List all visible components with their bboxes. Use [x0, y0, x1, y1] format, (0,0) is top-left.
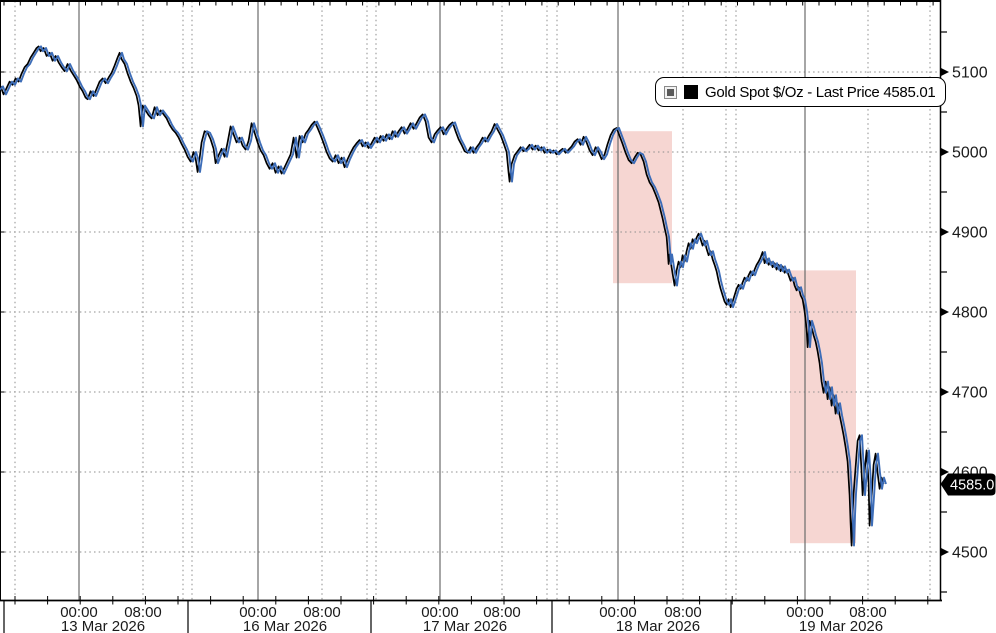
- last-price-tag: 4585.01: [940, 473, 996, 496]
- x-time-label: 00:00: [786, 604, 824, 621]
- y-tick-arrow-icon: [941, 308, 949, 316]
- x-time-label: 08:00: [124, 604, 162, 621]
- x-time-label: 00:00: [60, 604, 98, 621]
- x-date-label: 18 Mar 2026: [616, 618, 700, 633]
- x-date-label: 13 Mar 2026: [61, 618, 145, 633]
- price-line: [0, 45, 887, 547]
- y-axis-label: 5100: [952, 65, 988, 82]
- legend-label: Gold Spot $/Oz - Last Price 4585.01: [705, 83, 936, 101]
- x-time-label: 08:00: [849, 604, 887, 621]
- series-swatch-icon: [684, 85, 698, 99]
- plot-frame: [0, 0, 940, 600]
- y-axis-label: 5000: [952, 145, 988, 162]
- x-date-label: 19 Mar 2026: [799, 618, 883, 633]
- y-axis-label: 4900: [952, 225, 988, 242]
- selloff-2-band: [790, 270, 856, 544]
- y-tick-arrow-icon: [941, 548, 949, 556]
- x-time-label: 08:00: [303, 604, 341, 621]
- y-axis-label: 4800: [952, 305, 988, 322]
- y-axis-label: 4700: [952, 385, 988, 402]
- y-tick-arrow-icon: [941, 68, 949, 76]
- expand-icon[interactable]: [664, 85, 677, 99]
- price-series: [0, 45, 887, 547]
- legend[interactable]: Gold Spot $/Oz - Last Price 4585.01: [655, 77, 947, 107]
- last-price-value: 4585.01: [950, 477, 996, 493]
- y-tick-arrow-icon: [941, 228, 949, 236]
- y-axis-label: 4500: [952, 545, 988, 562]
- y-tick-arrow-icon: [941, 468, 949, 476]
- y-tick-arrow-icon: [941, 388, 949, 396]
- x-time-label: 00:00: [421, 604, 459, 621]
- x-time-label: 08:00: [664, 604, 702, 621]
- x-date-label: 17 Mar 2026: [423, 618, 507, 633]
- gridlines: [0, 1, 940, 600]
- y-tick-arrow-icon: [941, 148, 949, 156]
- x-time-label: 00:00: [599, 604, 637, 621]
- x-time-label: 08:00: [483, 604, 521, 621]
- x-date-label: 16 Mar 2026: [243, 618, 327, 633]
- x-time-label: 00:00: [239, 604, 277, 621]
